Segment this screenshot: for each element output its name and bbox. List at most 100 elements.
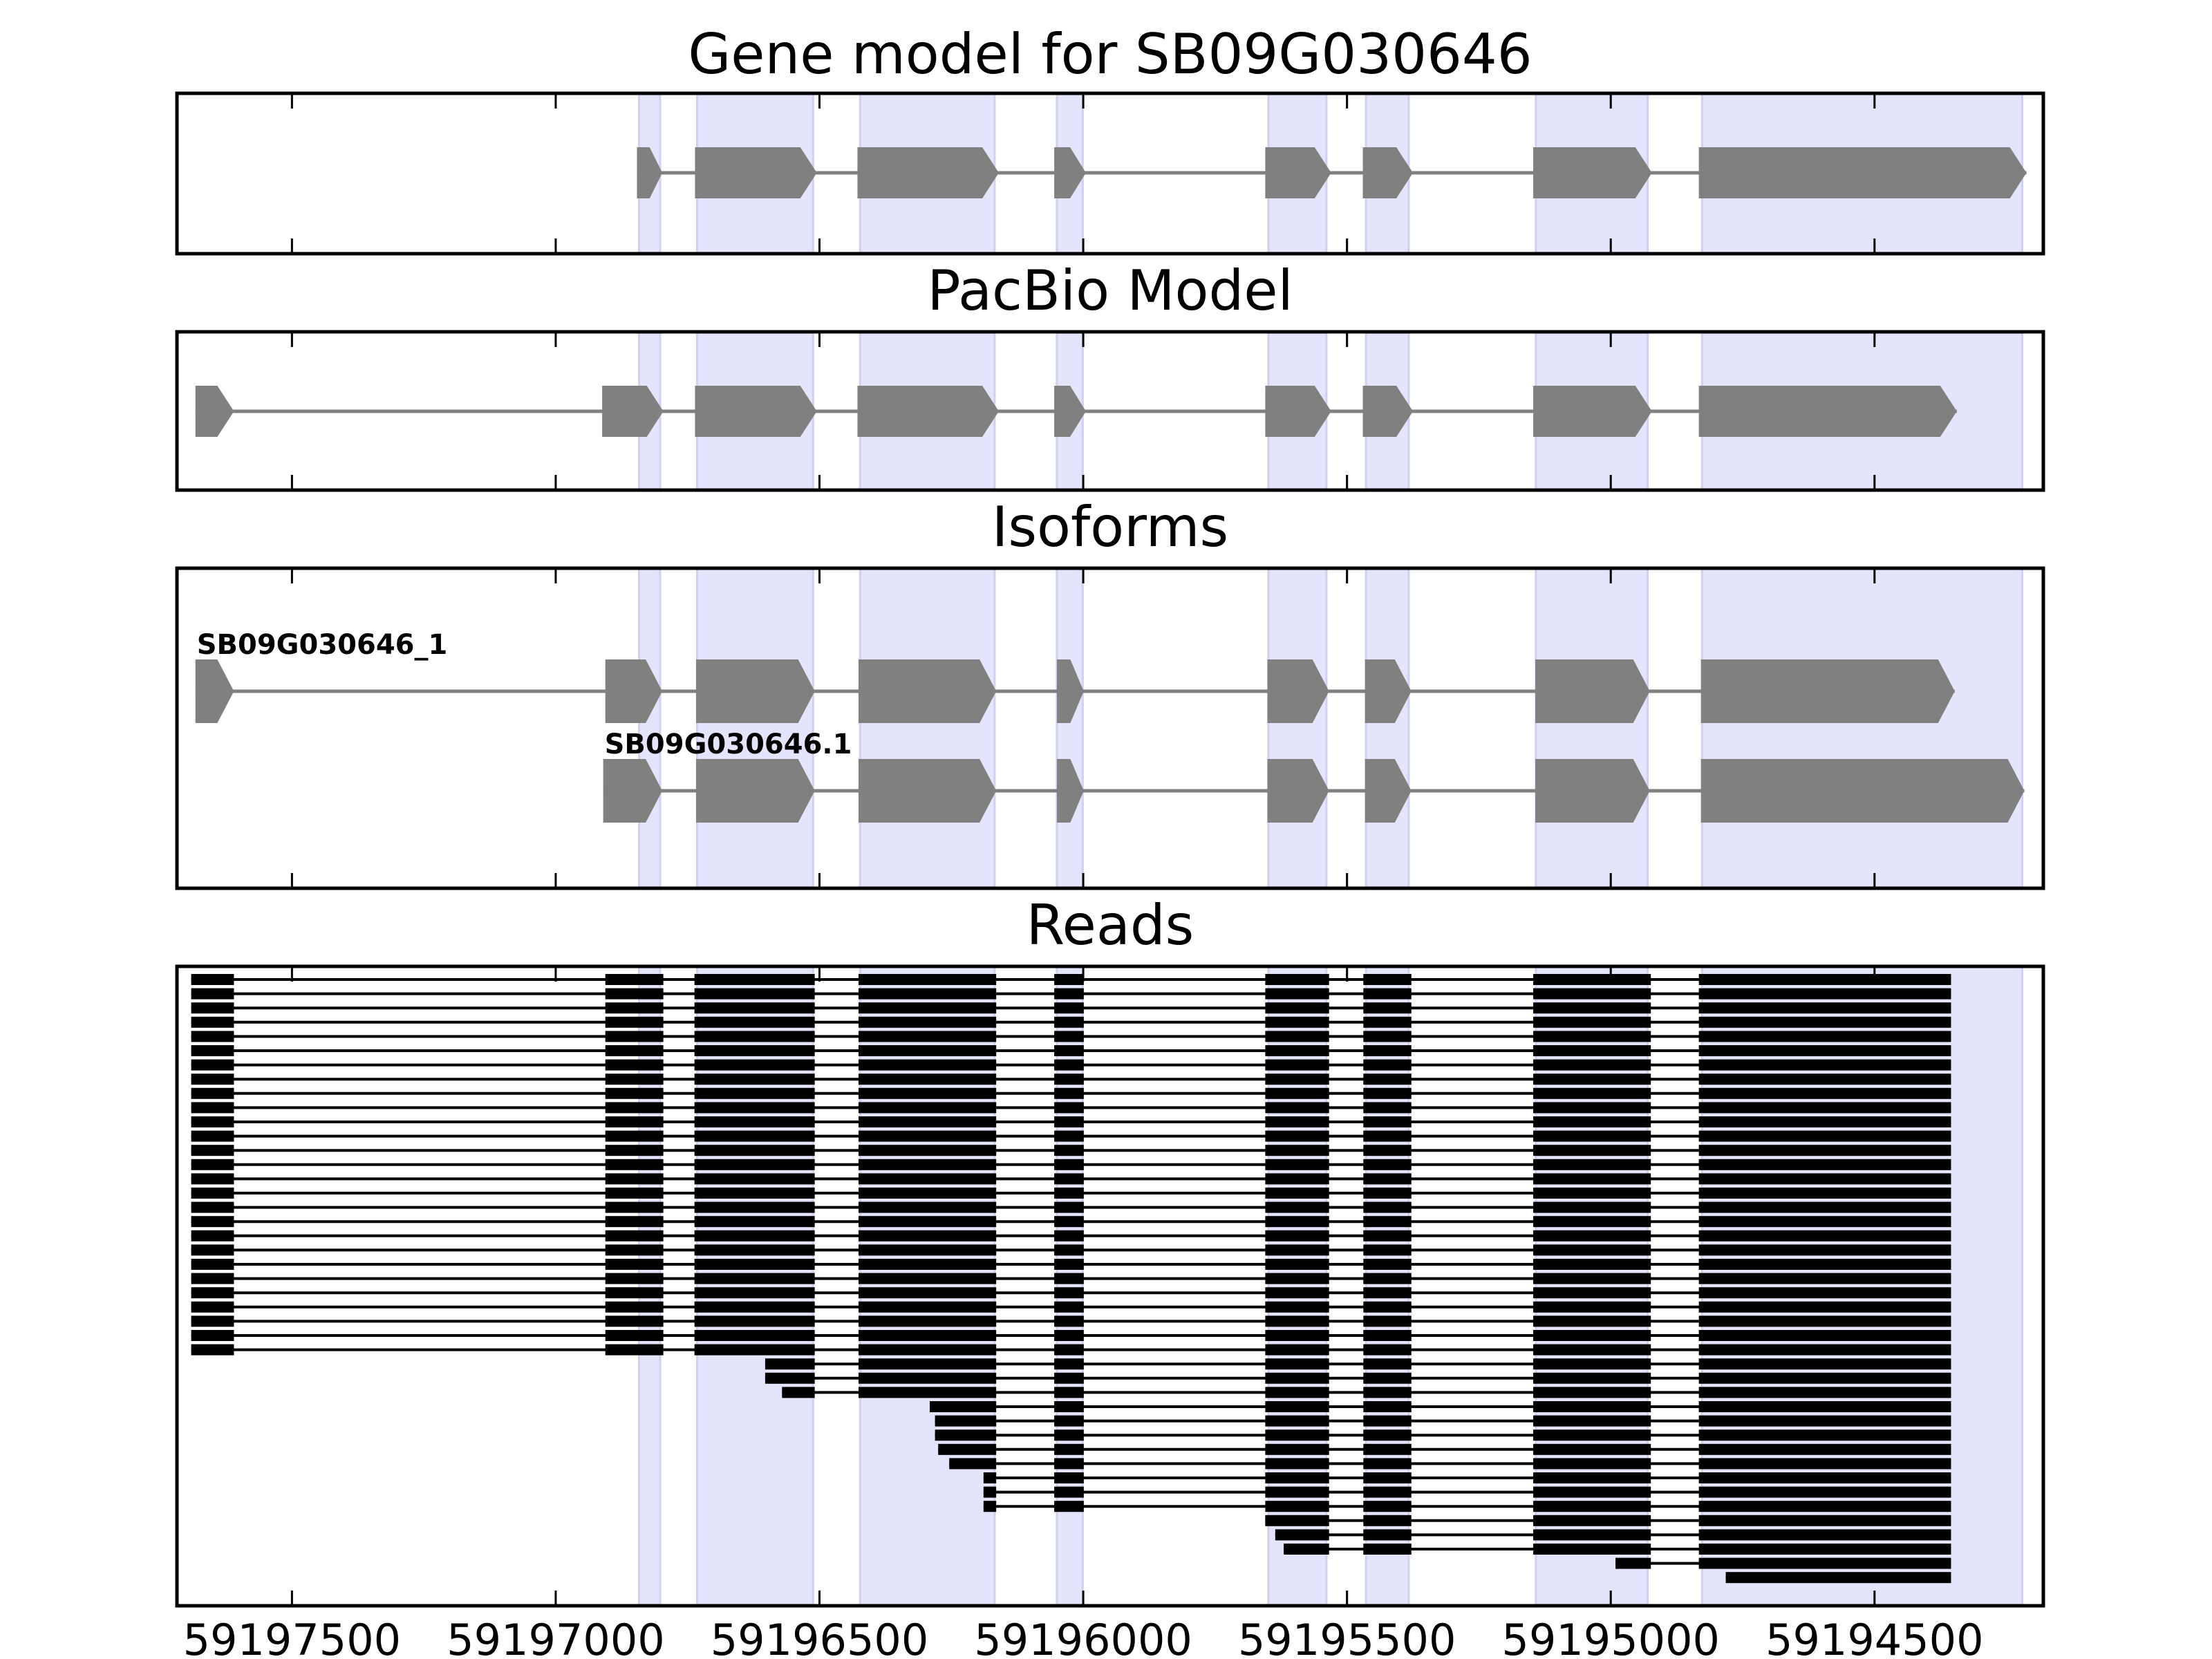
read-exon-block <box>1054 1074 1084 1085</box>
read-exon-block <box>1698 1244 1951 1256</box>
read-exon-block <box>983 1501 997 1512</box>
read-exon-block <box>1698 1087 1951 1099</box>
read-exon-block <box>1054 1244 1084 1256</box>
panel-title-isoforms: Isoforms <box>992 495 1228 559</box>
read-exon-block <box>1054 1472 1084 1483</box>
read-row <box>191 1031 1951 1042</box>
read-exon-block <box>1698 1259 1951 1270</box>
read-exon-block <box>605 1031 664 1042</box>
read-exon-block <box>1054 1145 1084 1156</box>
read-exon-block <box>858 1016 997 1028</box>
read-exon-block <box>1533 1330 1651 1341</box>
read-exon-block <box>694 1173 815 1185</box>
read-row <box>191 1230 1951 1241</box>
read-exon-block <box>1284 1544 1329 1555</box>
read-exon-block <box>1265 1287 1329 1299</box>
read-exon-block <box>694 1031 815 1042</box>
read-exon-block <box>694 1315 815 1327</box>
read-exon-block <box>938 1443 997 1455</box>
read-exon-block <box>694 1074 815 1085</box>
read-exon-block <box>1698 1145 1951 1156</box>
read-exon-block <box>1363 1188 1412 1199</box>
read-exon-block <box>858 1130 997 1142</box>
read-row <box>191 1259 1951 1270</box>
read-exon-block <box>1533 1045 1651 1056</box>
read-exon-block <box>605 988 664 1000</box>
read-exon-block <box>191 1230 234 1241</box>
read-exon-block <box>191 1145 234 1156</box>
read-exon-block <box>1533 1016 1651 1028</box>
read-row <box>191 988 1951 1000</box>
read-exon-block <box>1363 1387 1412 1398</box>
exon-arrow <box>695 147 817 198</box>
read-row <box>191 1102 1951 1114</box>
x-tick-label: 59194500 <box>1765 1615 1984 1659</box>
read-row <box>191 1244 1951 1256</box>
read-row <box>191 1216 1951 1228</box>
read-exon-block <box>694 1301 815 1313</box>
read-row <box>782 1387 1951 1398</box>
read-exon-block <box>1698 1130 1951 1142</box>
read-exon-block <box>1363 1358 1412 1370</box>
read-exon-block <box>1265 1145 1329 1156</box>
read-row <box>191 1301 1951 1313</box>
read-exon-block <box>1054 1230 1084 1241</box>
read-exon-block <box>1054 1315 1084 1327</box>
read-exon-block <box>1054 988 1084 1000</box>
read-row <box>765 1372 1951 1384</box>
read-exon-block <box>1725 1572 1951 1584</box>
shaded-exon-region <box>1365 567 1410 890</box>
panel-2 <box>175 330 2045 492</box>
read-exon-block <box>1265 1472 1329 1483</box>
read-exon-block <box>1533 988 1651 1000</box>
shaded-exon-region <box>1535 965 1649 1607</box>
read-exon-block <box>1533 1544 1651 1555</box>
read-exon-block <box>605 1259 664 1270</box>
read-exon-block <box>858 1244 997 1256</box>
read-exon-block <box>1533 1443 1651 1455</box>
read-exon-block <box>1054 1401 1084 1412</box>
read-exon-block <box>1533 1159 1651 1170</box>
read-row <box>191 1173 1951 1185</box>
read-exon-block <box>858 1045 997 1056</box>
read-exon-block <box>1533 1216 1651 1228</box>
exon-arrow <box>1365 659 1412 723</box>
read-exon-block <box>1265 1244 1329 1256</box>
exon-arrow <box>1365 759 1412 823</box>
read-exon-block <box>1054 1301 1084 1313</box>
read-exon-block <box>1698 1430 1951 1441</box>
read-exon-block <box>1265 1230 1329 1241</box>
read-row <box>191 1016 1951 1028</box>
read-exon-block <box>1698 1059 1951 1071</box>
read-exon-block <box>1698 1230 1951 1241</box>
read-exon-block <box>1265 1188 1329 1199</box>
read-exon-block <box>191 1273 234 1284</box>
shaded-exon-region <box>1056 965 1084 1607</box>
read-exon-block <box>1265 974 1329 985</box>
panel-title-reads: Reads <box>1027 893 1194 957</box>
read-row <box>191 1116 1951 1127</box>
read-exon-block <box>605 1330 664 1341</box>
read-exon-block <box>1265 1031 1329 1042</box>
read-exon-block <box>765 1372 815 1384</box>
read-exon-block <box>858 974 997 985</box>
read-exon-block <box>605 1102 664 1114</box>
read-exon-block <box>191 1216 234 1228</box>
read-exon-block <box>1363 1443 1412 1455</box>
read-row <box>191 1074 1951 1085</box>
read-exon-block <box>1698 1330 1951 1341</box>
read-exon-block <box>1698 1415 1951 1427</box>
exon-arrow <box>1700 659 1955 723</box>
exon-arrow <box>857 386 999 437</box>
read-exon-block <box>1698 1016 1951 1028</box>
read-exon-block <box>191 1287 234 1299</box>
read-exon-block <box>605 974 664 985</box>
read-exon-block <box>1698 1159 1951 1170</box>
exon-arrow <box>1054 386 1086 437</box>
read-exon-block <box>1698 1301 1951 1313</box>
read-exon-block <box>1265 1415 1329 1427</box>
read-exon-block <box>191 988 234 1000</box>
read-exon-block <box>605 1130 664 1142</box>
read-exon-block <box>1533 1059 1651 1071</box>
exon-arrow <box>637 147 663 198</box>
